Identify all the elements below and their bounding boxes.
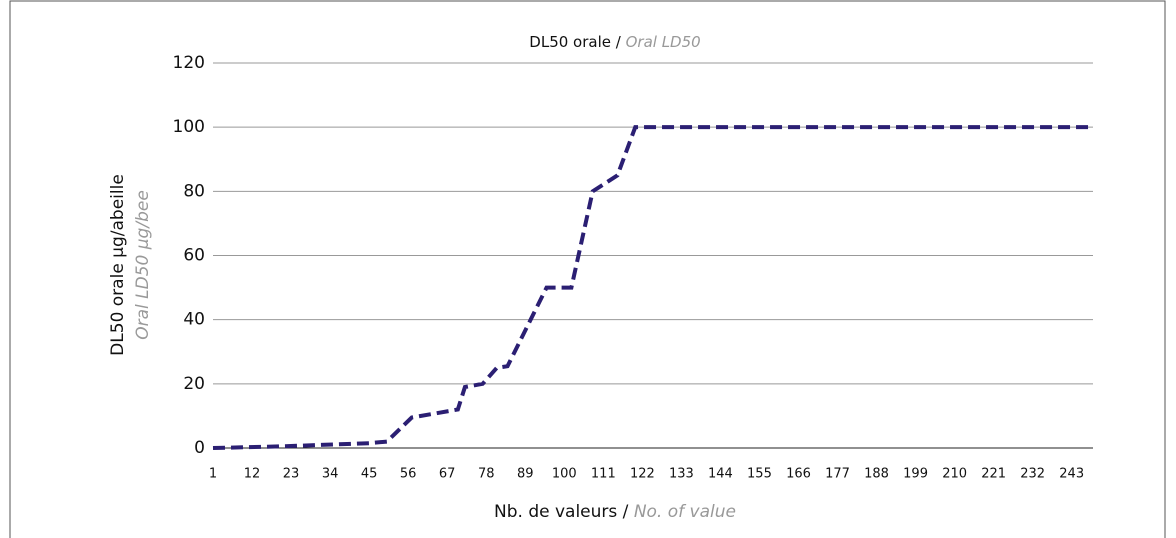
title-fr: DL50 orale /: [529, 33, 621, 51]
y-axis-title: DL50 orale µg/abeille: [108, 174, 128, 356]
x-tick-label: 34: [322, 467, 339, 482]
x-tick-label: 89: [517, 467, 534, 482]
y-tick-label: 0: [194, 438, 205, 458]
x-tick-label: 144: [708, 467, 733, 482]
x-tick-label: 199: [903, 467, 928, 482]
y-tick-label: 20: [183, 374, 205, 394]
x-tick-label: 67: [439, 467, 456, 482]
chart-title: DL50 orale / Oral LD50: [529, 33, 700, 51]
x-tick-label: 243: [1059, 467, 1084, 482]
y-tick-label: 100: [173, 117, 205, 137]
x-tick-label: 78: [478, 467, 495, 482]
x-tick-label: 155: [747, 467, 772, 482]
y-tick-label: 80: [183, 181, 205, 201]
x-tick-label: 23: [283, 467, 300, 482]
frame: [9, 0, 1166, 538]
y-tick-label: 40: [183, 310, 205, 330]
x-tick-label: 122: [630, 467, 655, 482]
data-line: [212, 125, 1093, 450]
x-tick-label: 56: [400, 467, 417, 482]
x-tick-label: 188: [864, 467, 889, 482]
x-axis-title: Nb. de valeurs / No. of value: [494, 502, 736, 522]
title-en: Oral LD50: [626, 33, 701, 51]
y-tick-label: 120: [173, 53, 205, 73]
y-tick-label: 60: [183, 246, 205, 266]
x-tick-label: 111: [591, 467, 616, 482]
y-axis-title-en: Oral LD50 µg/bee: [133, 190, 153, 340]
x-tick-label: 45: [361, 467, 378, 482]
x-tick-label: 100: [552, 467, 577, 482]
x-tick-label: 210: [942, 467, 967, 482]
x-label-en: No. of value: [634, 502, 736, 522]
x-tick-label: 1: [209, 467, 217, 482]
x-tick-label: 221: [981, 467, 1006, 482]
x-tick-label: 133: [669, 467, 694, 482]
x-label-fr: Nb. de valeurs /: [494, 502, 629, 522]
x-tick-label: 166: [786, 467, 811, 482]
x-tick-label: 177: [825, 467, 850, 482]
x-tick-label: 232: [1020, 467, 1045, 482]
x-tick-label: 12: [244, 467, 261, 482]
